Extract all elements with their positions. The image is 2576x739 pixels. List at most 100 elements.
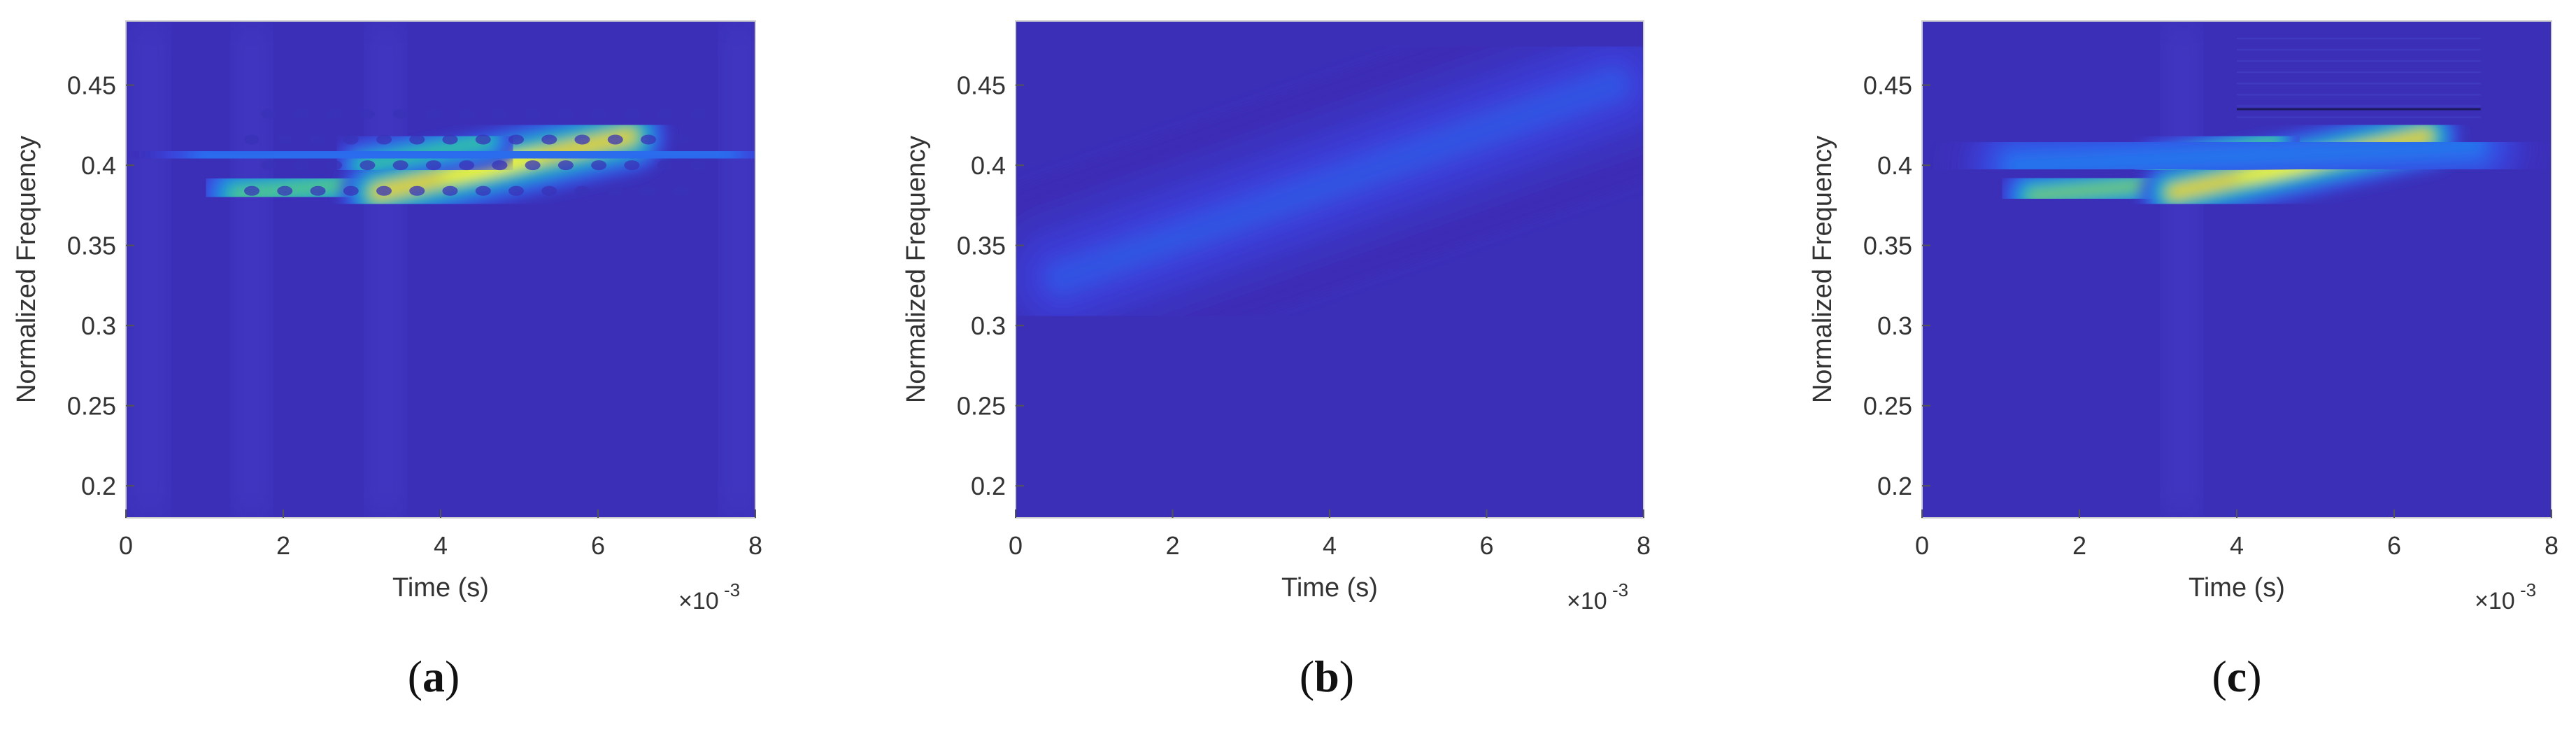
y-tick-label-c-0: 0.2 — [1877, 472, 1912, 500]
interference-dot-a-5-2 — [409, 134, 425, 145]
interference-dot-a-0-2 — [244, 134, 259, 145]
x-tick-label-b-4: 8 — [1637, 531, 1651, 560]
interference-dot-a-9-3 — [557, 108, 574, 119]
panel-caption-b-letter: b — [1314, 652, 1339, 701]
y-tick-label-a-4: 0.4 — [81, 151, 116, 180]
x-tick-label-b-2: 4 — [1323, 531, 1337, 560]
x-tick-label-c-3: 6 — [2387, 531, 2401, 560]
interference-dot-a-11-2 — [607, 134, 623, 145]
y-tick-label-c-2: 0.3 — [1877, 311, 1912, 340]
y-tick-label-a-3: 0.35 — [67, 232, 116, 260]
interference-dot-a-5-1 — [425, 160, 441, 171]
interference-dot-a-3-1 — [360, 160, 376, 171]
interference-dot-a-11-3 — [624, 108, 640, 119]
interference-dot-a-0-1 — [260, 160, 276, 171]
y-axis-label-a: Normalized Frequency — [12, 136, 41, 403]
x-tick-label-a-3: 6 — [591, 531, 605, 560]
interference-dot-a-3-2 — [343, 134, 359, 145]
interference-dot-a-7-0 — [475, 185, 491, 196]
interference-dot-a-13-1 — [690, 160, 706, 171]
y-axis-label-c: Normalized Frequency — [1808, 136, 1837, 403]
signal-component-a-3 — [126, 68, 755, 241]
x-tick-label-a-2: 4 — [434, 531, 448, 560]
interference-dot-a-2-1 — [327, 160, 343, 171]
interference-dot-a-12-1 — [657, 160, 673, 171]
interference-dot-a-8-2 — [508, 134, 524, 145]
y-tick-label-b-4: 0.4 — [971, 151, 1006, 180]
x-exponent-label-c: ×10 — [2475, 588, 2515, 614]
interference-dot-a-4-3 — [392, 108, 408, 119]
interference-dot-a-11-1 — [624, 160, 640, 171]
x-exponent-label-a: ×10 — [678, 588, 719, 614]
interference-dot-a-8-3 — [525, 108, 541, 119]
signal-layer-b-2-5 — [1051, 74, 1623, 288]
x-tick-label-b-3: 6 — [1479, 531, 1493, 560]
y-tick-label-b-2: 0.3 — [971, 311, 1006, 340]
interference-dot-a-12-3 — [657, 108, 673, 119]
interference-dot-a-6-2 — [442, 134, 458, 145]
interference-dot-a-1-1 — [293, 160, 309, 171]
interference-dot-a-10-0 — [574, 185, 590, 196]
x-tick-label-a-0: 0 — [119, 531, 133, 560]
x-tick-label-b-1: 2 — [1165, 531, 1179, 560]
interference-dot-a-6-0 — [442, 185, 458, 196]
signal-component-c-3 — [1942, 71, 2547, 239]
interference-dot-a-2-0 — [310, 185, 326, 196]
x-tick-label-c-1: 2 — [2072, 531, 2086, 560]
interference-dot-a-4-1 — [392, 160, 408, 171]
y-tick-label-a-2: 0.3 — [81, 311, 116, 340]
interference-dot-a-3-0 — [343, 185, 359, 196]
interference-dot-a-13-0 — [674, 185, 690, 196]
interference-dot-a-7-1 — [492, 160, 508, 171]
interference-dot-a-13-3 — [690, 108, 706, 119]
x-tick-label-c-2: 4 — [2230, 531, 2244, 560]
x-tick-label-a-1: 2 — [276, 531, 290, 560]
interference-dot-a-9-0 — [541, 185, 557, 196]
interference-dot-a-1-3 — [293, 108, 309, 119]
interference-dot-a-10-2 — [574, 134, 590, 145]
y-tick-label-c-3: 0.35 — [1863, 232, 1912, 260]
x-axis-label-b: Time (s) — [1281, 573, 1378, 603]
x-exponent-power-a: -3 — [724, 579, 740, 600]
interference-dot-a-11-0 — [607, 185, 623, 196]
y-tick-label-a-1: 0.25 — [67, 392, 116, 421]
interference-dot-a-7-3 — [492, 108, 508, 119]
signal-layer-c-3-5 — [2008, 138, 2481, 174]
interference-dot-a-1-2 — [277, 134, 293, 145]
y-tick-label-c-5: 0.45 — [1863, 71, 1912, 100]
signal-layer-a-3-5 — [195, 143, 733, 167]
interference-dot-a-9-2 — [541, 134, 557, 145]
interference-dot-a-0-0 — [244, 185, 259, 196]
y-tick-label-b-5: 0.45 — [957, 71, 1006, 100]
interference-dot-a-5-0 — [409, 185, 425, 196]
interference-dot-a-8-0 — [508, 185, 524, 196]
y-tick-label-a-5: 0.45 — [67, 71, 116, 100]
interference-dot-a-10-1 — [591, 160, 607, 171]
interference-dot-a-5-3 — [425, 108, 441, 119]
panel-caption-c-letter: c — [2226, 652, 2247, 701]
y-axis-label-b: Normalized Frequency — [902, 136, 931, 403]
interference-dot-a-6-1 — [459, 160, 475, 171]
x-exponent-power-c: -3 — [2520, 579, 2536, 600]
interference-dot-a-4-2 — [376, 134, 392, 145]
panel-caption-c: (c) — [2212, 652, 2262, 701]
interference-dot-a-7-2 — [475, 134, 491, 145]
y-tick-label-b-1: 0.25 — [957, 392, 1006, 421]
panel-caption-b: (b) — [1299, 652, 1355, 701]
interference-dot-a-1-0 — [277, 185, 293, 196]
x-axis-label-a: Time (s) — [392, 573, 489, 603]
x-exponent-label-b: ×10 — [1567, 588, 1607, 614]
x-tick-label-b-0: 0 — [1009, 531, 1023, 560]
y-tick-label-b-0: 0.2 — [971, 472, 1006, 500]
interference-pattern-a — [244, 108, 706, 196]
interference-dot-a-12-2 — [641, 134, 656, 145]
interference-dot-a-0-3 — [260, 108, 276, 119]
interference-dot-a-13-2 — [674, 134, 690, 145]
interference-dot-a-10-3 — [591, 108, 607, 119]
interference-dot-a-2-3 — [327, 108, 343, 119]
y-tick-label-c-4: 0.4 — [1877, 151, 1912, 180]
x-exponent-power-b: -3 — [1612, 579, 1628, 600]
y-tick-label-c-1: 0.25 — [1863, 392, 1912, 421]
y-tick-label-b-3: 0.35 — [957, 232, 1006, 260]
